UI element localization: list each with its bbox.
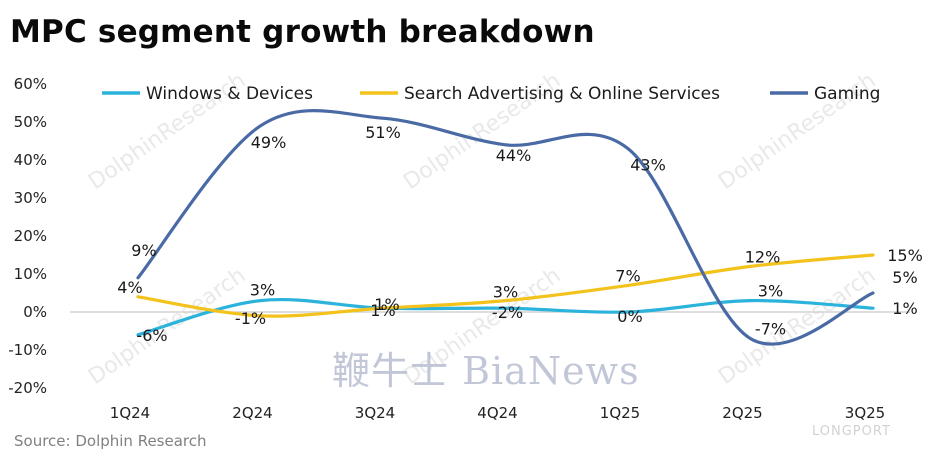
series-line-1 — [136, 253, 875, 318]
x-tick-label: 4Q24 — [477, 404, 517, 422]
y-tick-label: 40% — [14, 151, 47, 169]
bianews-watermark: 鞭牛士 BiaNews — [332, 349, 640, 393]
data-label: 9% — [131, 241, 156, 260]
y-axis: -20% -10% 0% 10% 20% 30% 40% 50% 60% — [8, 75, 47, 397]
data-label: 49% — [251, 133, 287, 152]
data-label: 3% — [250, 281, 275, 300]
series-line-0 — [136, 297, 875, 337]
data-label: 3% — [493, 283, 518, 302]
data-label: 7% — [615, 266, 640, 285]
y-tick-label: 60% — [14, 75, 47, 93]
legend-entry: Search Advertising & Online Services — [404, 84, 720, 104]
data-label: 0% — [617, 307, 642, 326]
x-tick-label: 1Q24 — [110, 404, 150, 422]
series-lines — [136, 109, 875, 346]
data-label: 12% — [745, 247, 781, 266]
y-tick-label: -20% — [8, 379, 47, 397]
chart-title: MPC segment growth breakdown — [10, 14, 595, 50]
y-tick-label: 50% — [14, 113, 47, 131]
legend: Windows & Devices Search Advertising & On… — [102, 84, 880, 104]
x-tick-label: 3Q24 — [355, 404, 395, 422]
source-note: Source: Dolphin Research — [14, 432, 207, 450]
data-label: 3% — [758, 282, 783, 301]
longport-watermark: LONGPORT — [812, 424, 891, 439]
data-label: 43% — [630, 156, 666, 175]
legend-entry: Gaming — [814, 84, 880, 104]
data-label: 51% — [365, 123, 401, 142]
data-label: 44% — [496, 146, 532, 165]
x-axis: 1Q24 2Q24 3Q24 4Q24 1Q25 2Q25 3Q25 — [110, 404, 885, 422]
y-tick-label: 20% — [14, 227, 47, 245]
data-label: 1% — [892, 299, 917, 318]
x-tick-label: 2Q24 — [232, 404, 272, 422]
y-tick-label: 0% — [23, 303, 47, 321]
data-label: -2% — [492, 303, 523, 322]
x-tick-label: 2Q25 — [722, 404, 762, 422]
data-label: 1% — [370, 301, 395, 320]
y-tick-label: 10% — [14, 265, 47, 283]
data-labels: -6% 3% 1% -2% 0% 3% 1% 4% -1% 1% 3% 7% 12% 15% 9% 49% 51… — [117, 123, 922, 345]
x-tick-label: 3Q25 — [845, 404, 885, 422]
data-label: 15% — [887, 246, 923, 265]
data-label: -6% — [136, 326, 167, 345]
watermark-text-5: DolphinResearch — [714, 263, 880, 390]
x-tick-label: 1Q25 — [600, 404, 640, 422]
y-tick-label: 30% — [14, 189, 47, 207]
series-line-2 — [136, 109, 875, 346]
data-label: 5% — [892, 268, 917, 287]
legend-entry: Windows & Devices — [146, 84, 313, 104]
data-label: 4% — [117, 278, 142, 297]
data-label: 1% — [374, 295, 399, 314]
y-tick-label: -10% — [8, 341, 47, 359]
data-label: -1% — [235, 309, 266, 328]
data-label: -7% — [755, 320, 786, 339]
